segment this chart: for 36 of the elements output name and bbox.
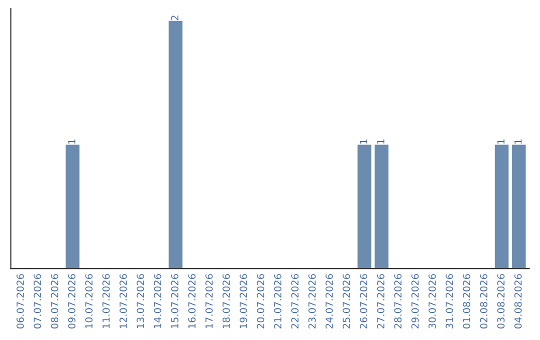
- x-tick-label: 21.07.2026: [274, 274, 282, 328]
- x-tick-label: 25.07.2026: [342, 274, 350, 328]
- x-tick-label: 14.07.2026: [154, 274, 162, 328]
- x-tick-label: 29.07.2026: [411, 274, 419, 328]
- x-tick-label: 30.07.2026: [428, 274, 436, 328]
- x-tick-label: 24.07.2026: [326, 274, 333, 328]
- x-tick-label: 22.07.2026: [291, 274, 299, 328]
- x-tick-label: 28.07.2026: [394, 274, 402, 328]
- x-tick-label: 03.08.2026: [497, 274, 505, 328]
- data-label: 1: [497, 139, 504, 144]
- x-tick-label: 23.07.2026: [308, 274, 316, 328]
- x-tick-label: 26.07.2026: [360, 274, 368, 328]
- x-tick-label: 02.08.2026: [480, 274, 488, 328]
- x-tick-label: 15.07.2026: [171, 274, 178, 328]
- x-tick-label: 08.07.2026: [50, 274, 58, 328]
- data-label: 1: [514, 139, 522, 144]
- x-tick-label: 31.07.2026: [446, 274, 454, 328]
- x-tick-label: 20.07.2026: [256, 274, 264, 328]
- x-tick-label: 06.07.2026: [16, 274, 24, 328]
- data-label: 1: [377, 139, 384, 144]
- x-tick-label: 13.07.2026: [136, 274, 144, 328]
- x-tick-label: 11.07.2026: [102, 274, 110, 328]
- x-tick-label: 10.07.2026: [85, 274, 93, 328]
- x-tick-label: 19.07.2026: [240, 274, 248, 328]
- x-tick-label: 18.07.2026: [222, 274, 230, 328]
- x-tick-label: 09.07.2026: [68, 274, 76, 328]
- data-label: 1: [360, 139, 368, 144]
- x-tick-label: 01.08.2026: [462, 274, 470, 328]
- x-tick-label: 27.07.2026: [377, 274, 384, 328]
- x-tick-label: 17.07.2026: [205, 274, 213, 328]
- data-label: 2: [171, 16, 178, 20]
- data-label: 1: [68, 139, 76, 144]
- x-tick-label: 04.08.2026: [514, 274, 522, 328]
- x-tick-label: 16.07.2026: [188, 274, 196, 328]
- x-tick-label: 12.07.2026: [120, 274, 127, 328]
- x-tick-label: 07.07.2026: [34, 274, 42, 328]
